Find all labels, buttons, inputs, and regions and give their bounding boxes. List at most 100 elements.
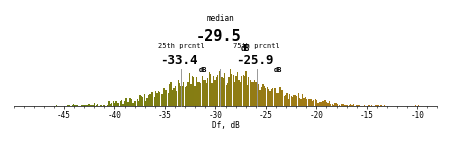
Bar [115,101,117,106]
Bar [165,90,166,106]
Bar [153,97,155,106]
Bar [88,104,90,106]
Bar [217,75,218,106]
Bar [212,83,213,106]
Bar [233,75,234,106]
Bar [161,94,162,106]
Text: median: median [207,14,235,23]
Bar [84,105,86,106]
Bar [121,100,122,106]
Bar [120,101,121,106]
Bar [324,100,326,106]
Bar [296,96,298,106]
Bar [218,71,220,106]
Bar [184,87,186,106]
Bar [193,77,194,106]
Bar [143,94,145,106]
Bar [337,104,339,106]
Bar [244,76,245,106]
Bar [315,99,316,106]
Bar [330,104,331,106]
Bar [87,105,88,106]
Bar [204,80,206,106]
Bar [129,98,131,106]
Bar [227,83,228,106]
Bar [319,102,320,106]
Bar [67,105,69,106]
Bar [261,87,262,106]
Bar [257,87,258,106]
Bar [127,102,128,106]
Bar [169,84,170,106]
Bar [249,80,251,106]
Bar [306,99,308,106]
Bar [377,105,378,106]
Bar [264,86,265,106]
Bar [320,102,322,106]
Bar [351,105,353,106]
Text: -33.4: -33.4 [160,54,198,67]
Bar [326,102,327,106]
Bar [139,95,141,106]
Bar [294,95,295,106]
Bar [145,101,146,106]
Bar [349,105,350,106]
Bar [282,90,283,106]
Bar [275,88,276,106]
Bar [86,105,87,106]
Bar [207,78,208,106]
Bar [101,105,102,106]
Bar [327,103,329,106]
Text: 75th prcntl: 75th prcntl [234,43,280,49]
Bar [329,101,330,106]
Bar [303,98,304,106]
Bar [364,105,365,106]
Bar [110,104,111,106]
Bar [251,82,252,106]
Bar [156,93,157,106]
Bar [350,104,351,106]
Bar [221,77,223,106]
Bar [220,82,221,106]
Bar [231,74,233,106]
Bar [298,93,299,106]
Bar [137,99,138,106]
Bar [381,105,382,106]
Bar [118,103,120,106]
Bar [247,85,248,106]
Bar [104,105,106,106]
Bar [182,86,183,106]
Bar [310,99,312,106]
Bar [284,96,285,106]
Bar [269,92,271,106]
Bar [234,82,235,106]
Bar [334,103,336,106]
Bar [162,94,163,106]
Bar [107,105,108,106]
Bar [194,86,196,106]
Bar [312,101,313,106]
Bar [76,105,77,106]
Bar [341,104,343,106]
Bar [166,90,167,106]
Bar [302,94,303,106]
Bar [286,93,288,106]
Bar [189,73,190,106]
Bar [132,103,133,106]
Bar [203,80,204,106]
Bar [300,99,302,106]
Text: dB: dB [274,67,283,73]
Bar [235,76,237,106]
Bar [292,97,293,106]
Bar [151,92,152,106]
Bar [173,88,175,106]
Bar [359,105,360,106]
Bar [152,92,153,106]
Bar [175,86,176,106]
Bar [82,105,83,106]
Bar [178,80,179,106]
Bar [158,91,159,106]
Bar [274,88,275,106]
Bar [186,86,187,106]
Bar [378,105,379,106]
